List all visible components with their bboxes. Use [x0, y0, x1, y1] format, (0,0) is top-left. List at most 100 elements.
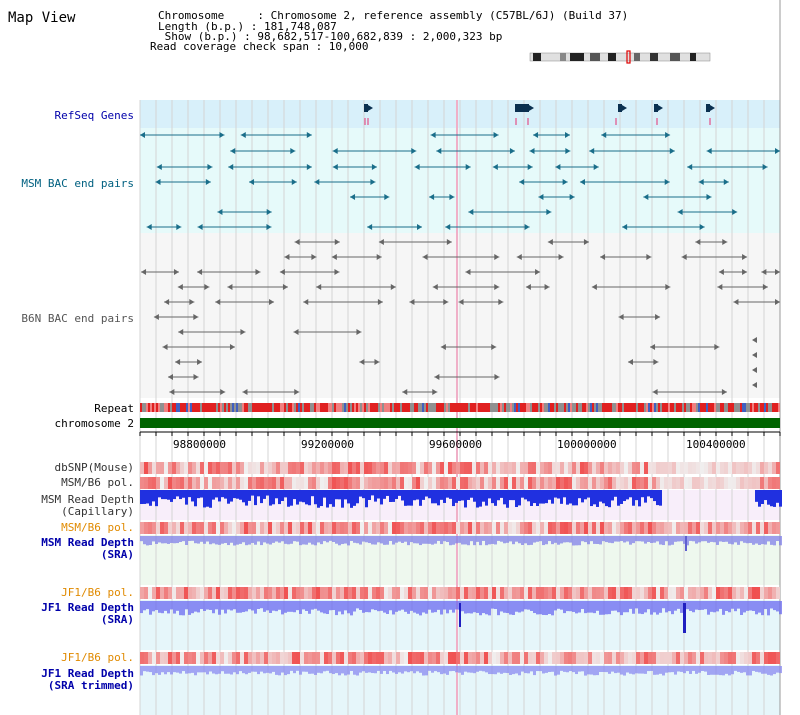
- heat-cell: [444, 522, 448, 534]
- depth-bar: [710, 536, 713, 542]
- depth-bar: [599, 536, 602, 545]
- depth-bar: [506, 490, 509, 508]
- heat-cell: [504, 477, 508, 489]
- repeat-segment: [212, 403, 214, 412]
- heat-cell: [520, 522, 524, 534]
- depth-bar: [161, 666, 164, 673]
- label-refseq-genes[interactable]: RefSeq Genes: [54, 109, 134, 122]
- depth-bar: [764, 666, 767, 674]
- feature-arrow: [443, 299, 449, 305]
- depth-bar: [758, 490, 761, 507]
- depth-bar: [671, 601, 674, 615]
- feature-arrow: [402, 389, 408, 395]
- depth-bar: [143, 666, 146, 672]
- depth-bar: [449, 666, 452, 672]
- heat-cell: [696, 522, 700, 534]
- heat-cell: [448, 652, 452, 664]
- depth-bar: [446, 490, 449, 498]
- heat-cell: [468, 652, 472, 664]
- heat-cell: [260, 462, 264, 474]
- depth-bar: [371, 490, 374, 496]
- heat-cell: [464, 477, 468, 489]
- heat-cell: [636, 462, 640, 474]
- depth-bar: [242, 536, 245, 543]
- depth-bar: [605, 536, 608, 543]
- depth-bar: [491, 666, 494, 675]
- repeat-segment: [492, 403, 494, 412]
- feature-arrow: [229, 344, 235, 350]
- depth-bar: [596, 490, 599, 507]
- heat-cell: [728, 522, 732, 534]
- depth-bar: [542, 601, 545, 615]
- depth-bar: [683, 536, 686, 544]
- depth-bar: [215, 666, 218, 675]
- heat-cell: [544, 587, 548, 599]
- depth-bar: [302, 601, 305, 610]
- heat-cell: [716, 652, 720, 664]
- heat-cell: [364, 587, 368, 599]
- heat-cell: [512, 587, 516, 599]
- repeat-segment: [146, 403, 148, 412]
- depth-bar: [392, 490, 395, 502]
- heat-cell: [176, 522, 180, 534]
- label-msm-bac[interactable]: MSM BAC end pairs: [21, 177, 134, 190]
- heat-cell: [496, 652, 500, 664]
- heat-cell: [608, 477, 612, 489]
- depth-bar: [737, 666, 740, 672]
- label-b6n-bac[interactable]: B6N BAC end pairs: [21, 312, 134, 325]
- depth-bar: [449, 536, 452, 546]
- depth-bar: [278, 536, 281, 543]
- heat-cell: [776, 587, 780, 599]
- repeat-segment: [362, 403, 364, 412]
- depth-bar: [752, 601, 755, 611]
- depth-bar: [488, 666, 491, 675]
- heat-cell: [772, 587, 776, 599]
- feature-arrow: [627, 359, 633, 365]
- depth-bar: [491, 490, 494, 504]
- depth-bar: [485, 536, 488, 546]
- depth-bar: [344, 601, 347, 611]
- heat-cell: [560, 587, 564, 599]
- depth-bar: [593, 666, 596, 676]
- heat-cell: [528, 652, 532, 664]
- heat-cell: [188, 462, 192, 474]
- heat-cell: [768, 462, 772, 474]
- depth-bar: [365, 666, 368, 673]
- depth-bar: [368, 490, 371, 500]
- axis-tick-label: 100400000: [686, 438, 746, 451]
- heat-cell: [164, 652, 168, 664]
- depth-bar: [284, 536, 287, 544]
- heat-cell: [752, 652, 756, 664]
- depth-bar: [296, 536, 299, 542]
- repeat-segment: [530, 403, 532, 412]
- repeat-segment: [750, 403, 752, 412]
- depth-bar: [185, 666, 188, 674]
- repeat-segment: [238, 403, 240, 412]
- depth-bar: [203, 536, 206, 544]
- heat-cell: [452, 462, 456, 474]
- feature-arrow: [710, 105, 715, 111]
- depth-bar: [254, 490, 257, 506]
- heat-cell: [536, 477, 540, 489]
- depth-bar: [620, 601, 623, 616]
- feature-arrow: [204, 284, 210, 290]
- heat-cell: [708, 462, 712, 474]
- depth-bar: [638, 490, 641, 507]
- depth-bar: [341, 536, 344, 545]
- depth-bar: [407, 536, 410, 546]
- feature-arrow: [293, 329, 299, 335]
- repeat-segment: [700, 403, 702, 412]
- gene-feature: [618, 104, 622, 112]
- heat-cell: [752, 462, 756, 474]
- depth-bar: [386, 490, 389, 496]
- heat-cell: [376, 522, 380, 534]
- heat-cell: [536, 462, 540, 474]
- heat-cell: [360, 522, 364, 534]
- heat-cell: [384, 587, 388, 599]
- heat-cell: [580, 587, 584, 599]
- depth-bar: [704, 601, 707, 610]
- repeat-segment: [766, 403, 768, 412]
- depth-bar: [635, 490, 638, 501]
- heat-cell: [764, 477, 768, 489]
